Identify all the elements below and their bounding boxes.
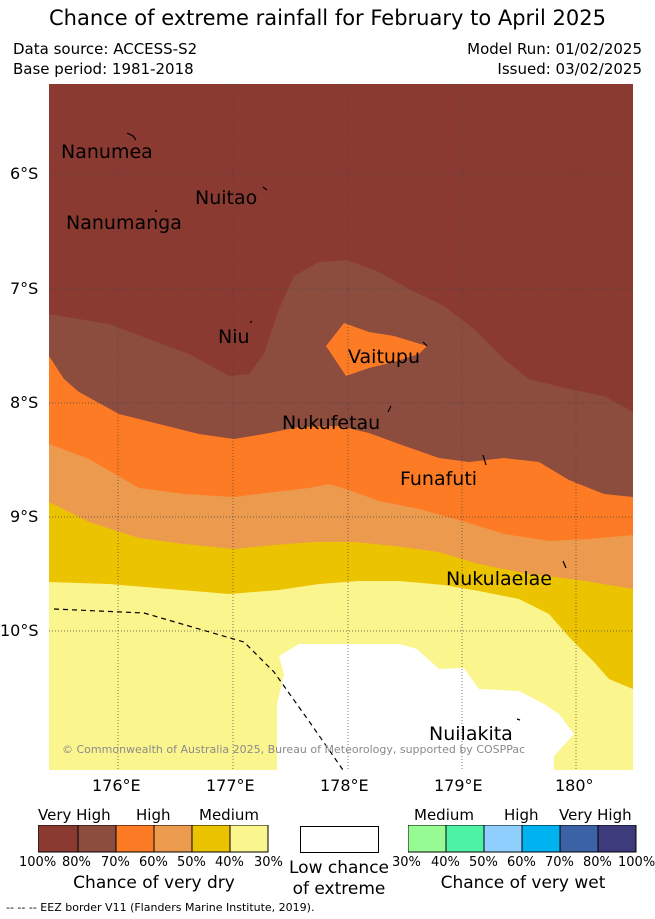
- dry-swatch: [38, 825, 79, 853]
- copyright-note: © Commonwealth of Australia 2025, Bureau…: [62, 743, 525, 756]
- lon-label: 177°E: [206, 776, 255, 795]
- issued-date: Issued: 03/02/2025: [497, 60, 642, 78]
- dry-heading: High: [136, 806, 171, 824]
- zone-vaitupu-patch: [326, 323, 427, 376]
- place-label: Niu: [218, 326, 250, 348]
- dry-tick: 60%: [139, 855, 168, 870]
- eez-border: [53, 608, 344, 770]
- island-marks: [126, 132, 567, 721]
- dry-tick: 40%: [215, 855, 244, 870]
- lon-label: 179°E: [434, 776, 483, 795]
- lon-label: 180°: [555, 776, 594, 795]
- dry-heading: Very High: [38, 806, 111, 824]
- place-label: Nanumea: [61, 141, 153, 163]
- rainfall-map: Nanumea Nuitao Nanumanga Niu Vaitupu Nuk…: [49, 84, 633, 770]
- wet-heading: High: [504, 806, 539, 824]
- lat-label: 8°S: [10, 393, 39, 412]
- map-title: Chance of extreme rainfall for February …: [49, 6, 606, 30]
- place-label: Nanumanga: [66, 212, 182, 234]
- low-chance-caption-2: of extreme: [292, 879, 386, 899]
- base-period: Base period: 1981-2018: [13, 60, 194, 78]
- place-label: Nuilakita: [429, 723, 513, 745]
- dry-tick: 50%: [177, 855, 206, 870]
- wet-tick: 50%: [469, 855, 498, 870]
- dry-swatch: [153, 825, 193, 853]
- wet-tick: 60%: [507, 855, 536, 870]
- dry-swatch: [77, 825, 117, 853]
- place-label: Nuitao: [195, 187, 257, 209]
- eez-note: -- -- -- EEZ border V11 (Flanders Marine…: [6, 901, 315, 914]
- wet-tick: 80%: [583, 855, 612, 870]
- wet-tick: 40%: [431, 855, 460, 870]
- lat-label: 9°S: [10, 507, 39, 526]
- wet-heading: Medium: [414, 806, 474, 824]
- wet-swatch: [521, 825, 561, 853]
- wet-swatch: [597, 825, 637, 853]
- dry-heading: Medium: [199, 806, 259, 824]
- low-chance-swatch: [300, 826, 379, 853]
- graticule: [49, 84, 633, 770]
- place-label: Nukufetau: [282, 412, 380, 434]
- lon-label: 176°E: [92, 776, 141, 795]
- wet-tick: 30%: [392, 855, 421, 870]
- map-canvas: Nanumea Nuitao Nanumanga Niu Vaitupu Nuk…: [49, 84, 633, 770]
- dry-swatch: [229, 825, 269, 853]
- lat-label: 7°S: [10, 279, 39, 298]
- place-label: Vaitupu: [348, 346, 420, 368]
- dry-swatch: [115, 825, 155, 853]
- dry-tick: 80%: [62, 855, 91, 870]
- wet-heading: Very High: [559, 806, 632, 824]
- lat-label: 6°S: [10, 164, 39, 183]
- dry-tick: 100%: [19, 855, 57, 870]
- dry-caption: Chance of very dry: [73, 873, 235, 893]
- low-chance-caption-1: Low chance: [289, 858, 389, 878]
- wet-swatch: [408, 825, 447, 853]
- wet-tick: 100%: [618, 855, 655, 870]
- dry-swatch: [191, 825, 231, 853]
- dry-tick: 30%: [254, 855, 283, 870]
- wet-swatch: [483, 825, 523, 853]
- model-run: Model Run: 01/02/2025: [467, 40, 642, 58]
- dry-tick: 70%: [101, 855, 130, 870]
- wet-swatch: [559, 825, 599, 853]
- dry-colorbar: [38, 825, 269, 853]
- wet-colorbar: [408, 825, 637, 853]
- wet-swatch: [445, 825, 485, 853]
- zone-low-chance: [277, 644, 574, 770]
- wet-caption: Chance of very wet: [440, 873, 606, 893]
- wet-tick: 70%: [545, 855, 574, 870]
- lat-label: 10°S: [0, 621, 39, 640]
- lon-label: 178°E: [320, 776, 369, 795]
- data-source: Data source: ACCESS-S2: [13, 40, 198, 58]
- place-label: Nukulaelae: [446, 568, 552, 590]
- place-label: Funafuti: [400, 468, 477, 490]
